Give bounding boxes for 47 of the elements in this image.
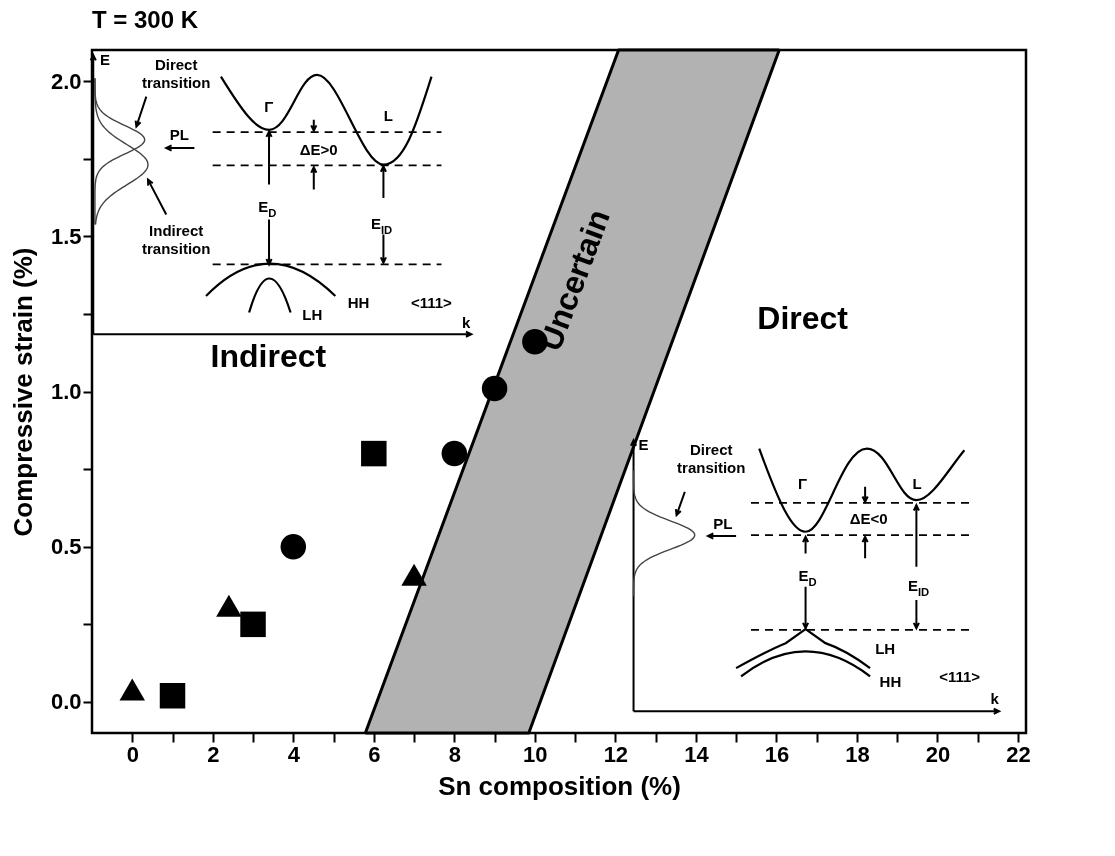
annotation: Direct transition (677, 441, 746, 477)
annotation: Γ (264, 98, 274, 116)
annotation: <111> (939, 668, 981, 686)
annotation: k (990, 690, 1000, 708)
y-tick-label: 1.0 (50, 379, 82, 404)
annotation: E$_{ID}$ (370, 214, 393, 236)
annotation: E$_{D}$ (798, 566, 817, 588)
annotation: k (461, 314, 471, 332)
x-tick-label: 14 (684, 741, 710, 767)
y-tick-label: 0.5 (50, 534, 82, 560)
x-tick-label: 20 (925, 741, 951, 767)
annotation: E$_{D}$ (258, 197, 277, 219)
y-tick-label: 2.0 (50, 68, 82, 94)
x-tick-label: 4 (287, 741, 301, 767)
annotation: PL (169, 126, 190, 144)
x-tick-label: 18 (845, 741, 870, 767)
annotation: L (383, 106, 393, 124)
annotation: HH (879, 673, 902, 691)
annotation: Indirect (210, 338, 327, 375)
annotation: LH (875, 639, 896, 657)
annotation: E (638, 435, 649, 453)
annotation: Direct transition (142, 55, 211, 91)
annotation: L (912, 475, 922, 493)
annotation: Direct (757, 300, 849, 337)
annotation: E (99, 50, 110, 68)
y-tick-label: 0.0 (50, 689, 82, 715)
x-tick-label: 10 (523, 741, 548, 767)
annotation: E$_{ID}$ (907, 576, 930, 598)
x-tick-label: 16 (764, 741, 790, 767)
y-tick-label: 1.5 (50, 223, 82, 249)
chart-title: T = 300 K (92, 5, 199, 33)
x-axis-title: Sn composition (%) (438, 770, 681, 801)
x-tick-label: 22 (1006, 741, 1031, 767)
y-axis-title: Compressive strain (%) (7, 247, 38, 537)
annotation: ΔE<0 (849, 510, 888, 528)
annotation: Indirect transition (142, 221, 211, 257)
annotation: HH (347, 293, 370, 311)
x-tick-label: 2 (207, 741, 220, 767)
annotation: LH (302, 305, 323, 323)
annotation: Γ (798, 475, 808, 493)
x-tick-label: 8 (448, 741, 461, 767)
annotation: ΔE>0 (299, 141, 338, 159)
x-tick-label: 0 (126, 741, 139, 767)
x-tick-label: 12 (603, 741, 629, 767)
annotation: PL (713, 515, 733, 533)
x-tick-label: 6 (368, 741, 381, 767)
annotation: <111> (410, 293, 453, 311)
